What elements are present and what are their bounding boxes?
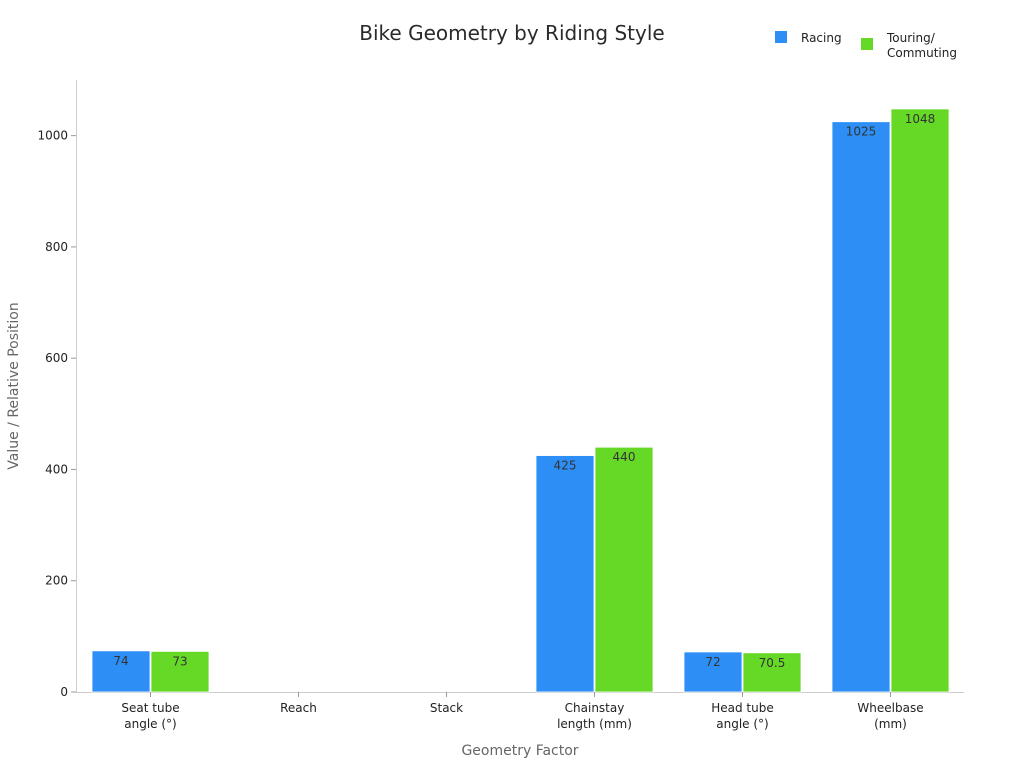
x-axis-title: Geometry Factor <box>461 743 578 759</box>
bar[interactable] <box>742 652 802 693</box>
y-tick-label: 600 <box>45 351 68 365</box>
legend-item-racing[interactable]: Racing <box>775 31 842 45</box>
x-tick-label: angle (°) <box>716 717 768 731</box>
legend-item-touring-commuting[interactable]: Touring/ Commuting <box>861 31 957 60</box>
y-tick-label: 1000 <box>37 129 68 143</box>
legend-swatch-touring-commuting <box>861 38 873 50</box>
x-tick-label: Stack <box>430 701 463 715</box>
bar-data-label: 70.5 <box>759 656 786 670</box>
y-tick-label: 800 <box>45 240 68 254</box>
x-tick-label: angle (°) <box>124 717 176 731</box>
bar[interactable] <box>150 650 210 693</box>
bar-data-label: 425 <box>554 459 577 473</box>
bar-data-label: 74 <box>113 654 128 668</box>
bar[interactable] <box>890 108 950 693</box>
bar-data-label: 72 <box>705 655 720 669</box>
y-tick-label: 200 <box>45 574 68 588</box>
bar-data-label: 73 <box>172 654 187 668</box>
bar[interactable] <box>831 121 891 693</box>
bar[interactable] <box>91 650 151 693</box>
bar[interactable] <box>683 651 743 693</box>
bar-data-label: 1048 <box>905 112 936 126</box>
bar[interactable] <box>535 455 595 693</box>
bars: 74 73 425 440 72 70.5 1025 1048 <box>91 108 950 693</box>
bar[interactable] <box>594 446 654 693</box>
x-tick-label: Reach <box>280 701 317 715</box>
legend-label-racing: Racing <box>801 31 842 45</box>
y-axis-title: Value / Relative Position <box>6 302 22 469</box>
legend-swatch-racing <box>775 31 787 43</box>
legend-label-touring-commuting-line-1: Touring/ <box>886 31 936 45</box>
x-axis-categories: Seat tube angle (°) Reach Stack Chainstay len… <box>121 692 924 731</box>
y-tick-label: 400 <box>45 462 68 476</box>
x-tick-label: (mm) <box>874 717 907 731</box>
x-tick-label: Head tube <box>711 701 774 715</box>
x-tick-label: Seat tube <box>121 701 179 715</box>
bar-data-label: 1025 <box>846 125 877 139</box>
x-tick-label: Chainstay <box>565 701 625 715</box>
bar-data-label: 440 <box>613 450 636 464</box>
legend-label-touring-commuting-line-2: Commuting <box>887 46 957 60</box>
x-tick-label: Wheelbase <box>857 701 923 715</box>
chart-title: Bike Geometry by Riding Style <box>359 21 664 45</box>
y-tick-label: 0 <box>60 685 68 699</box>
legend: Racing Touring/ Commuting <box>775 31 957 60</box>
y-axis-ticks: 0 200 400 600 800 1000 <box>37 129 76 699</box>
x-tick-label: length (mm) <box>557 717 632 731</box>
